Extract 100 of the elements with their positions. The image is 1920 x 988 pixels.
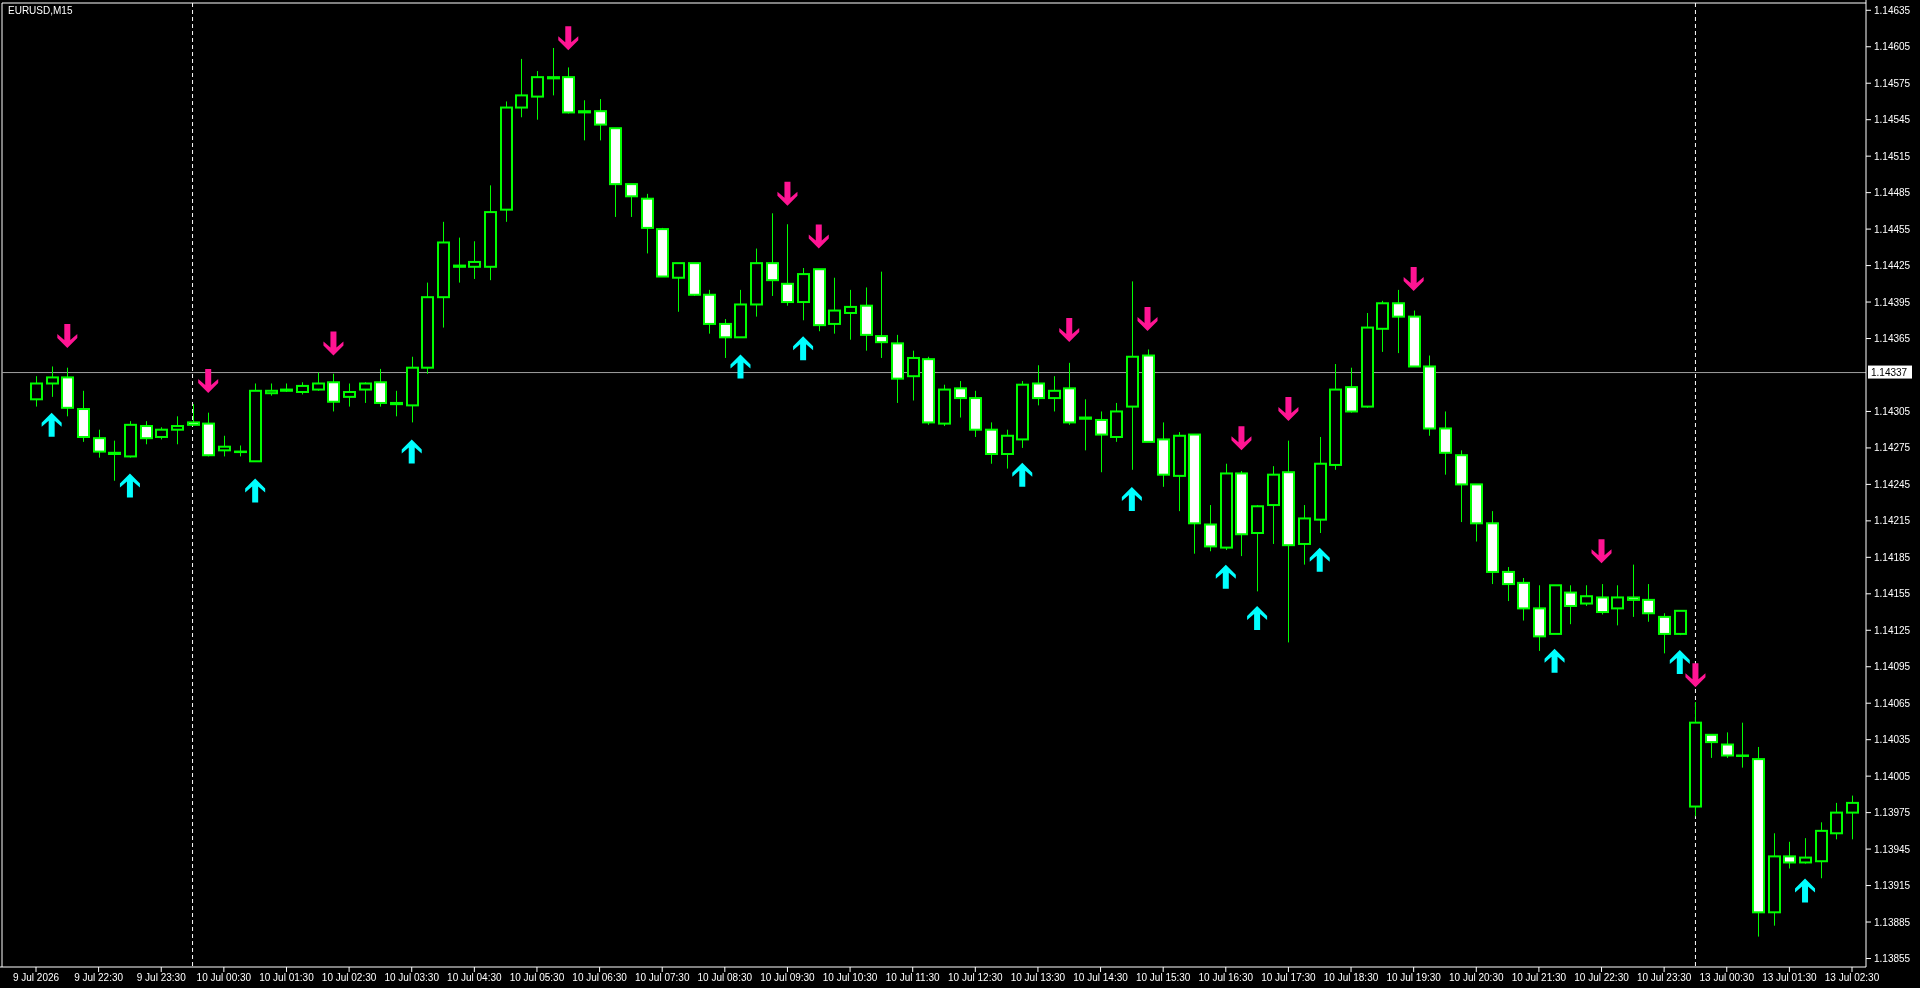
y-tick-label: 1.13975 xyxy=(1874,807,1911,819)
point xyxy=(1403,266,1424,291)
point xyxy=(1247,606,1268,631)
candlestick xyxy=(187,403,200,426)
x-tick-label: 10 Jul 09:30 xyxy=(760,972,816,983)
x-tick-label: 10 Jul 05:30 xyxy=(509,972,565,983)
y-tick-label: 1.14245 xyxy=(1874,478,1911,490)
candlestick xyxy=(468,240,481,280)
candlestick xyxy=(531,70,544,121)
y-tick-label: 1.14455 xyxy=(1874,223,1911,235)
candlestick xyxy=(1721,731,1734,759)
point xyxy=(1059,318,1080,343)
candlestick xyxy=(547,47,560,96)
point xyxy=(730,354,751,379)
x-tick-label: 10 Jul 14:30 xyxy=(1073,972,1129,983)
y-tick-label: 1.13855 xyxy=(1874,952,1911,964)
y-tick-label: 1.14305 xyxy=(1874,405,1911,417)
point xyxy=(1215,564,1236,589)
point xyxy=(119,473,140,498)
point xyxy=(1795,878,1816,903)
y-tick-label: 1.14095 xyxy=(1874,661,1911,673)
x-tick-label: 10 Jul 12:30 xyxy=(948,972,1003,983)
candlestick xyxy=(1001,429,1014,470)
x-tick-label: 10 Jul 22:30 xyxy=(1574,972,1630,983)
y-tick-label: 1.13915 xyxy=(1874,880,1911,892)
candlestick xyxy=(875,271,888,359)
candlestick xyxy=(1048,375,1061,412)
x-tick-label: 10 Jul 01:30 xyxy=(259,972,315,983)
x-tick-label: 10 Jul 23:30 xyxy=(1636,972,1692,983)
candlestick xyxy=(327,373,340,412)
candlestick xyxy=(453,237,466,284)
point xyxy=(401,439,422,464)
x-tick-label: 9 Jul 23:30 xyxy=(136,972,187,983)
x-tick-label: 9 Jul 2026 xyxy=(12,972,60,983)
x-tick-label: 10 Jul 03:30 xyxy=(384,972,440,983)
candlestick xyxy=(1596,583,1609,615)
point xyxy=(1231,426,1252,451)
point xyxy=(1121,486,1142,511)
x-tick-label: 10 Jul 15:30 xyxy=(1135,972,1191,983)
candlestick xyxy=(1611,584,1624,626)
x-tick-label: 13 Jul 00:30 xyxy=(1699,972,1755,983)
x-tick-label: 10 Jul 17:30 xyxy=(1261,972,1317,983)
candlestick xyxy=(828,277,841,335)
candlestick xyxy=(1674,609,1687,636)
y-tick-label: 1.14605 xyxy=(1874,41,1911,53)
x-tick-label: 10 Jul 16:30 xyxy=(1198,972,1254,983)
y-tick-label: 1.14035 xyxy=(1874,734,1911,746)
point xyxy=(1278,397,1299,422)
candlestick xyxy=(954,380,967,419)
candlestick xyxy=(1627,564,1640,618)
point xyxy=(323,331,344,356)
y-tick-label: 1.13885 xyxy=(1874,916,1911,928)
point xyxy=(1591,539,1612,564)
candlestick xyxy=(312,372,325,392)
candlestick xyxy=(781,223,794,307)
y-tick-label: 1.14125 xyxy=(1874,624,1911,636)
candlestick xyxy=(30,375,43,408)
candlestick xyxy=(1095,410,1108,473)
x-tick-label: 10 Jul 02:30 xyxy=(321,972,377,983)
candlestick xyxy=(1736,722,1749,769)
candlestick xyxy=(1783,841,1796,870)
candlestick xyxy=(1799,837,1812,865)
x-tick-label: 10 Jul 13:30 xyxy=(1010,972,1066,983)
candlestick xyxy=(1204,504,1217,552)
candlestick xyxy=(625,183,638,218)
candlestick xyxy=(1502,566,1515,602)
point xyxy=(198,369,219,394)
point xyxy=(1012,462,1033,487)
candlestick xyxy=(844,289,857,341)
point xyxy=(808,224,829,249)
y-tick-label: 1.14545 xyxy=(1874,114,1911,126)
candlestick xyxy=(343,382,356,408)
x-tick-label: 10 Jul 08:30 xyxy=(697,972,753,983)
x-tick-label: 10 Jul 21:30 xyxy=(1511,972,1567,983)
point xyxy=(1669,649,1690,674)
point xyxy=(245,478,266,503)
x-tick-label: 10 Jul 06:30 xyxy=(572,972,628,983)
candlestick xyxy=(108,440,121,482)
y-tick-label: 1.14005 xyxy=(1874,770,1911,782)
candlestick xyxy=(1580,584,1593,607)
y-tick-label: 1.14425 xyxy=(1874,260,1911,272)
x-tick-label: 10 Jul 07:30 xyxy=(634,972,690,983)
candlestick xyxy=(1705,733,1718,759)
point xyxy=(41,412,62,437)
candlestick xyxy=(719,318,732,359)
candlestick xyxy=(390,390,403,417)
point xyxy=(1685,663,1706,688)
candlestick xyxy=(1830,802,1843,840)
candlestick xyxy=(515,58,528,118)
candlestick xyxy=(1846,795,1859,840)
candlestick xyxy=(1658,612,1671,654)
y-tick-label: 1.14215 xyxy=(1874,515,1911,527)
y-tick-label: 1.14155 xyxy=(1874,588,1911,600)
x-tick-label: 9 Jul 22:30 xyxy=(74,972,124,983)
candlestick xyxy=(218,435,231,457)
x-tick-label: 13 Jul 01:30 xyxy=(1762,972,1818,983)
candlestick xyxy=(140,420,153,445)
y-tick-label: 1.14395 xyxy=(1874,296,1911,308)
candlestick xyxy=(46,365,59,398)
x-tick-label: 10 Jul 04:30 xyxy=(447,972,503,983)
